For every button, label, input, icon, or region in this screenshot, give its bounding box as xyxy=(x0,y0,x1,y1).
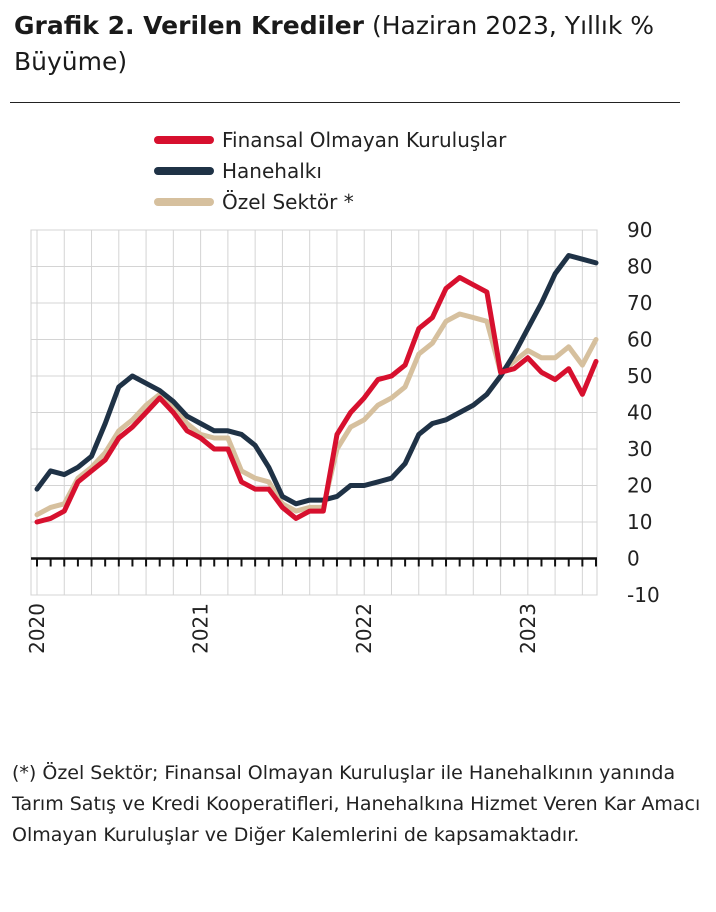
legend-item-finansal: Finansal Olmayan Kuruluşlar xyxy=(154,124,506,155)
series-line-ozel-sektor xyxy=(34,311,599,518)
x-year-label: 2023 xyxy=(516,603,540,654)
chart-legend: Finansal Olmayan Kuruluşlar Hanehalkı Öz… xyxy=(154,124,506,217)
legend-swatch-hanehalki xyxy=(154,166,214,175)
y-tick-label: 0 xyxy=(627,547,640,571)
legend-item-hanehalki: Hanehalkı xyxy=(154,155,506,186)
series-line-hanehalki xyxy=(34,253,599,507)
x-year-label: 2021 xyxy=(189,603,213,654)
y-tick-label: 30 xyxy=(627,437,652,461)
legend-label-hanehalki: Hanehalkı xyxy=(222,158,322,183)
chart-title: Grafik 2. Verilen Krediler (Haziran 2023… xyxy=(14,8,704,80)
legend-swatch-ozel-sektor xyxy=(154,197,214,206)
chart-title-bold: Grafik 2. Verilen Krediler xyxy=(14,11,365,40)
y-tick-label: 70 xyxy=(627,291,652,315)
legend-swatch-finansal xyxy=(154,135,214,144)
y-tick-label: 20 xyxy=(627,474,652,498)
footnote: (*) Özel Sektör; Finansal Olmayan Kurulu… xyxy=(12,762,701,846)
title-divider xyxy=(10,102,680,103)
y-tick-label: -10 xyxy=(627,583,660,607)
x-year-label: 2020 xyxy=(25,603,49,654)
y-tick-label: 50 xyxy=(627,364,652,388)
y-tick-label: 10 xyxy=(627,510,652,534)
legend-item-ozel-sektor: Özel Sektör * xyxy=(154,186,506,217)
series-line-finansal xyxy=(34,275,599,525)
line-chart: 90 80 70 60 50 40 30 20 10 0 -10 2020 2021 2022 2023 xyxy=(25,218,660,654)
legend-label-finansal: Finansal Olmayan Kuruluşlar xyxy=(222,127,507,152)
legend-label-ozel-sektor: Özel Sektör * xyxy=(222,189,354,214)
y-tick-label: 80 xyxy=(627,255,652,279)
y-tick-label: 60 xyxy=(627,328,652,352)
y-tick-label: 90 xyxy=(627,218,652,242)
x-year-label: 2022 xyxy=(352,603,376,654)
y-tick-label: 40 xyxy=(627,401,652,425)
chart-title-subtitle: (Haziran 2023, Yıllık % Büyüme) xyxy=(14,11,655,76)
